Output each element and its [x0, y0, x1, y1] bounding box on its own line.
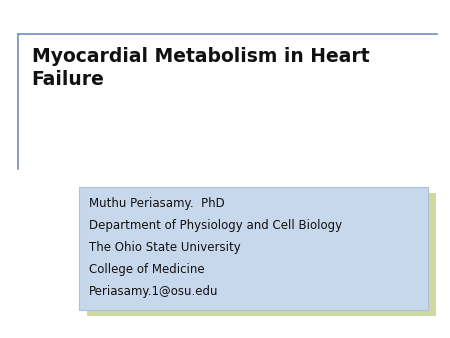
FancyBboxPatch shape	[79, 187, 427, 310]
FancyBboxPatch shape	[87, 193, 436, 316]
Text: Department of Physiology and Cell Biology: Department of Physiology and Cell Biolog…	[89, 219, 342, 232]
Text: Periasamy.1@osu.edu: Periasamy.1@osu.edu	[89, 285, 218, 298]
Text: Myocardial Metabolism in Heart
Failure: Myocardial Metabolism in Heart Failure	[32, 47, 369, 89]
Text: Muthu Periasamy.  PhD: Muthu Periasamy. PhD	[89, 197, 225, 210]
Text: The Ohio State University: The Ohio State University	[89, 241, 240, 254]
Text: College of Medicine: College of Medicine	[89, 263, 204, 276]
